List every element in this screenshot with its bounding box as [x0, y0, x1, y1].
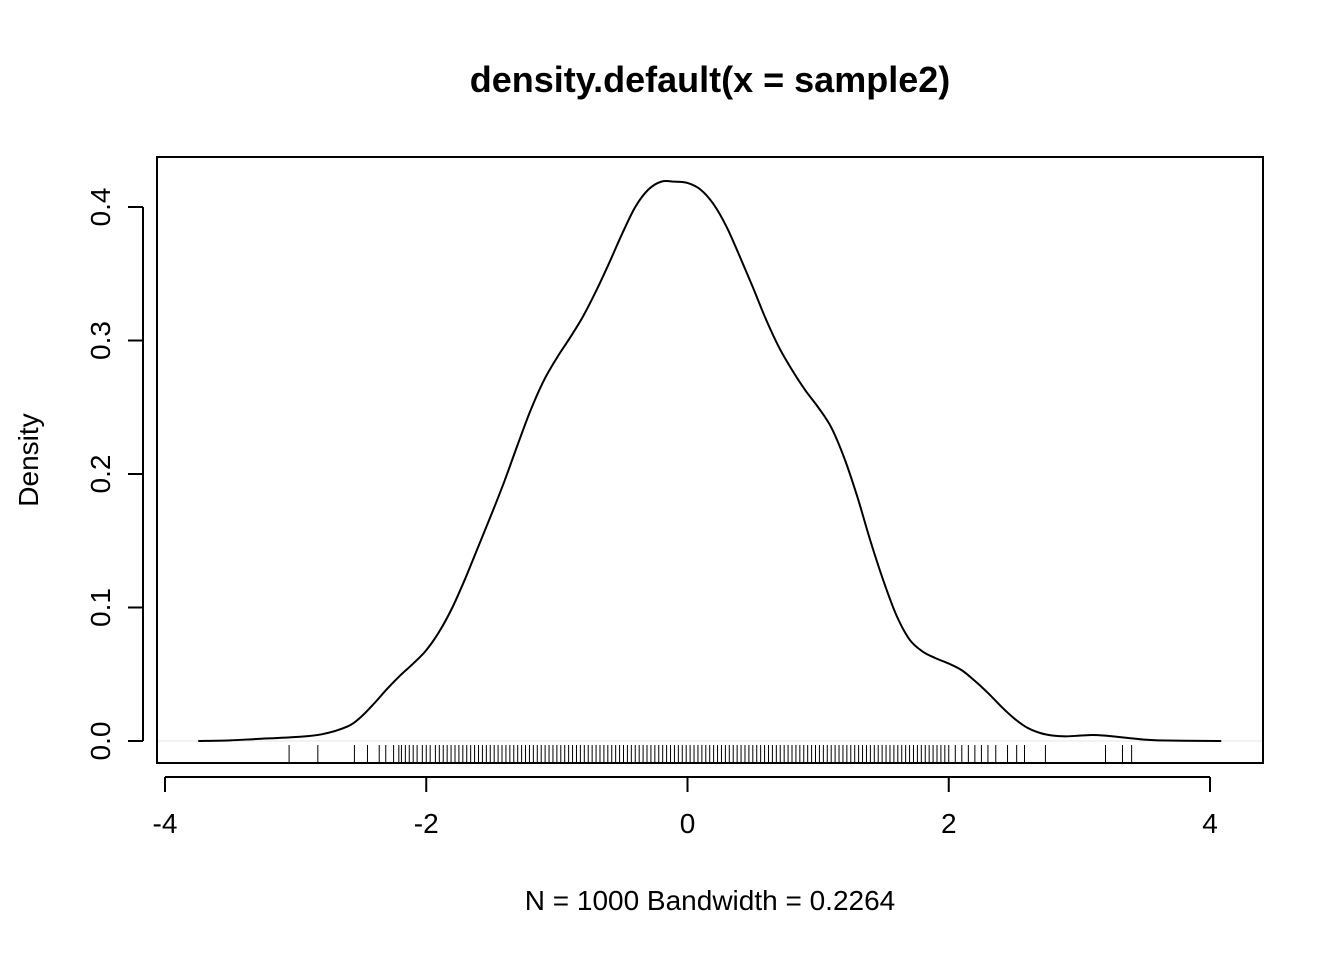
density-curve: [197, 179, 1222, 742]
y-tick-label: 0.4: [85, 188, 116, 227]
y-axis-label: Density: [13, 413, 44, 506]
plot-frame: [156, 156, 1264, 764]
x-tick-label: -2: [414, 808, 439, 839]
rug-marks: [288, 745, 1133, 763]
x-tick-label: 0: [680, 808, 696, 839]
x-axis-label: N = 1000 Bandwidth = 0.2264: [525, 885, 896, 916]
x-axis: -4 -2 0 2 4: [153, 776, 1218, 839]
y-tick-label: 0.3: [85, 321, 116, 360]
y-tick-label: 0.0: [85, 722, 116, 761]
y-tick-label: 0.2: [85, 455, 116, 494]
x-tick-label: -4: [153, 808, 178, 839]
y-tick-label: 0.1: [85, 588, 116, 627]
x-tick-label: 4: [1202, 808, 1218, 839]
chart-title: density.default(x = sample2): [470, 59, 950, 100]
x-tick-label: 2: [941, 808, 957, 839]
y-axis: 0.0 0.1 0.2 0.3 0.4: [85, 188, 144, 761]
series-layer: [197, 179, 1222, 742]
